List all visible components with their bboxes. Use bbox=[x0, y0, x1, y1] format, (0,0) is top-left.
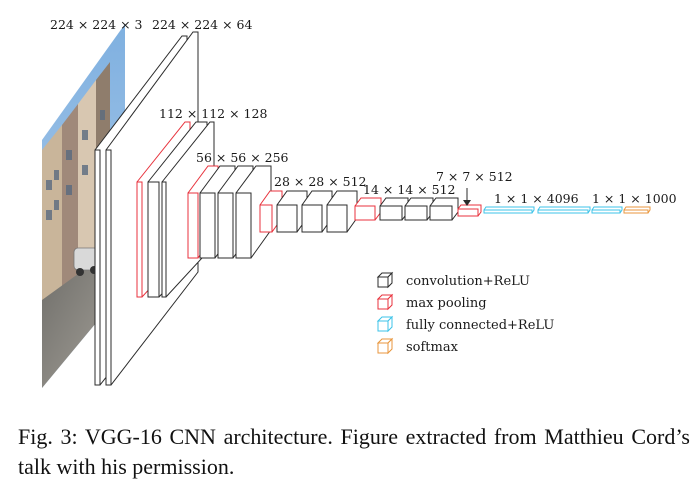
dim-label-pool5: 7 × 7 × 512 bbox=[436, 169, 513, 184]
legend: convolution+ReLU max pooling fully conne… bbox=[376, 271, 554, 355]
fc-block bbox=[483, 206, 623, 214]
softmax-block bbox=[623, 206, 651, 214]
dim-label-conv4: 28 × 28 × 512 bbox=[274, 174, 367, 189]
dim-label-conv3: 56 × 56 × 256 bbox=[196, 150, 289, 165]
cube-icon bbox=[376, 315, 394, 333]
vgg16-architecture-diagram: 224 × 224 × 3 224 × 224 × 64 112 × 112 ×… bbox=[42, 17, 677, 388]
legend-label-conv: convolution+ReLU bbox=[406, 274, 530, 289]
cube-icon bbox=[376, 293, 394, 311]
figure-caption: Fig. 3: VGG-16 CNN architecture. Figure … bbox=[18, 424, 690, 479]
cube-icon bbox=[376, 271, 394, 289]
cube-icon bbox=[376, 337, 394, 355]
dim-label-conv1: 224 × 224 × 64 bbox=[152, 17, 253, 32]
legend-label-pool: max pooling bbox=[406, 296, 487, 311]
input-image bbox=[42, 24, 125, 388]
legend-item-softmax: softmax bbox=[376, 337, 459, 355]
legend-item-pool: max pooling bbox=[376, 293, 487, 311]
legend-label-fc: fully connected+ReLU bbox=[406, 318, 554, 333]
pool5-block bbox=[457, 188, 482, 217]
dim-label-conv5: 14 × 14 × 512 bbox=[363, 182, 456, 197]
legend-item-conv: convolution+ReLU bbox=[376, 271, 530, 289]
legend-item-fc: fully connected+ReLU bbox=[376, 315, 554, 333]
dim-label-fc: 1 × 1 × 4096 bbox=[494, 191, 579, 206]
legend-label-softmax: softmax bbox=[406, 340, 459, 355]
conv4-block bbox=[259, 190, 358, 233]
dim-label-softmax: 1 × 1 × 1000 bbox=[592, 191, 677, 206]
conv3-block bbox=[187, 165, 272, 259]
dim-label-input: 224 × 224 × 3 bbox=[50, 17, 143, 32]
dim-label-conv2: 112 × 112 × 128 bbox=[159, 106, 267, 121]
conv5-block bbox=[354, 197, 459, 221]
